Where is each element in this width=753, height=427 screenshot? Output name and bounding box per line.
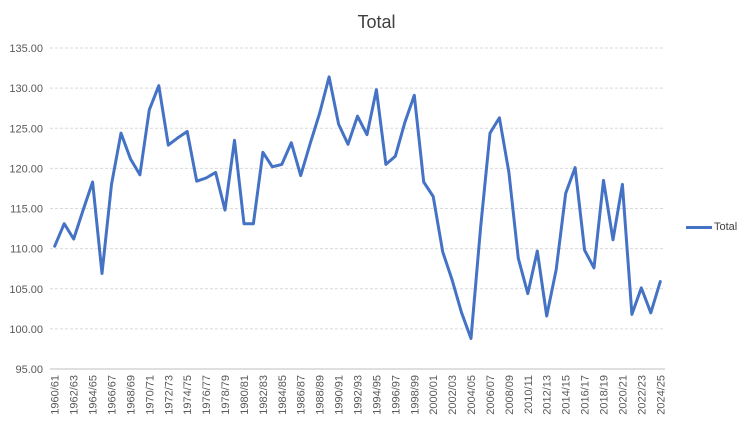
x-tick-label: 2016/17 (580, 375, 592, 415)
x-tick-label: 1990/91 (334, 375, 346, 415)
x-tick-label: 1974/75 (182, 375, 194, 415)
legend-label: Total (714, 221, 738, 233)
x-tick-label: 2018/19 (599, 375, 611, 415)
x-tick-label: 1998/99 (409, 375, 421, 415)
x-tick-label: 1984/85 (277, 375, 289, 415)
x-tick-label: 1980/81 (239, 375, 251, 415)
x-tick-label: 1978/79 (220, 375, 232, 415)
x-tick-label: 1982/83 (258, 375, 270, 415)
y-tick-label: 135.00 (9, 43, 43, 55)
chart-title: Total (357, 12, 396, 32)
x-tick-label: 1976/77 (201, 375, 213, 415)
y-tick-label: 125.00 (9, 123, 43, 135)
legend-swatch (686, 225, 712, 229)
x-tick-label: 2014/15 (561, 375, 573, 415)
x-tick-label: 2004/05 (466, 375, 478, 415)
x-tick-label: 2020/21 (617, 375, 629, 415)
x-tick-label: 2000/01 (428, 375, 440, 415)
x-tick-label: 1968/69 (125, 375, 137, 415)
y-tick-label: 130.00 (9, 83, 43, 95)
y-tick-label: 95.00 (15, 364, 43, 376)
y-tick-label: 120.00 (9, 163, 43, 175)
y-tick-label: 105.00 (9, 284, 43, 296)
x-tick-label: 1964/65 (88, 375, 100, 415)
x-tick-label: 1970/71 (144, 375, 156, 415)
x-tick-label: 1996/97 (390, 375, 402, 415)
x-tick-label: 1962/63 (69, 375, 81, 415)
x-tick-label: 2006/07 (485, 375, 497, 415)
legend: Total (686, 221, 737, 233)
x-tick-label: 1960/61 (50, 375, 62, 415)
x-tick-label: 2010/11 (523, 375, 535, 414)
x-tick-label: 2008/09 (504, 375, 516, 415)
x-tick-label: 2024/25 (655, 375, 667, 415)
x-tick-label: 1994/95 (371, 375, 383, 415)
x-tick-label: 1972/73 (163, 375, 175, 415)
y-tick-label: 100.00 (9, 324, 43, 336)
x-tick-label: 1966/67 (107, 375, 119, 415)
x-tick-label: 1986/87 (296, 375, 308, 415)
x-tick-label: 1988/89 (315, 375, 327, 415)
x-tick-label: 1992/93 (353, 375, 365, 415)
series-line-total (53, 75, 662, 340)
x-tick-label: 2012/13 (542, 375, 554, 415)
y-tick-label: 110.00 (10, 244, 43, 256)
x-tick-label: 2022/23 (636, 375, 648, 415)
x-tick-label: 2002/03 (447, 375, 459, 415)
y-tick-label: 115.00 (10, 204, 43, 216)
